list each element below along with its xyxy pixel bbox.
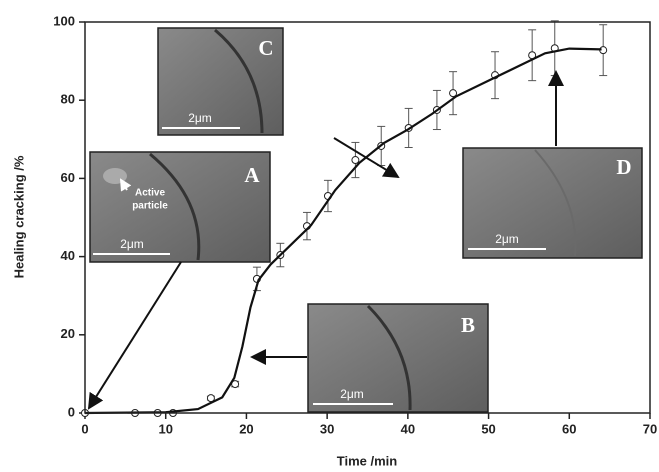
y-tick-label: 80	[61, 92, 75, 107]
x-axis-label: Time /min	[337, 453, 398, 468]
x-tick-label: 0	[81, 421, 88, 436]
inset-note: particle	[132, 201, 168, 212]
y-tick-label: 100	[53, 13, 75, 28]
arrows	[87, 70, 564, 410]
fit-line	[84, 47, 602, 415]
inset-scale: 2μm	[495, 232, 519, 246]
axes-frame	[84, 21, 651, 414]
inset-label: C	[258, 36, 273, 60]
x-tick-label: 40	[401, 421, 415, 436]
x-tick-label: 50	[481, 421, 495, 436]
data-point	[351, 156, 360, 165]
inset-label: D	[616, 155, 631, 179]
inset-b: B 2μm	[307, 303, 489, 413]
x-tick-label: 70	[643, 421, 657, 436]
data-point	[449, 89, 458, 98]
y-tick-label: 20	[61, 326, 75, 341]
x-tick-label: 10	[158, 421, 172, 436]
inset-scale: 2μm	[340, 387, 364, 401]
x-tick-label: 60	[562, 421, 576, 436]
inset-label: B	[461, 313, 475, 337]
inset-d: D 2μm	[462, 147, 643, 259]
inset-a: A Active particle 2μm	[89, 151, 271, 263]
inset-note: Active	[135, 188, 165, 199]
y-tick-label: 0	[68, 404, 75, 419]
inset-scale: 2μm	[188, 111, 212, 125]
inset-scale: 2μm	[120, 237, 144, 251]
y-tick-label: 60	[61, 170, 75, 185]
x-tick-label: 20	[239, 421, 253, 436]
y-axis-label: Healing cracking /%	[11, 155, 26, 278]
plot-area: 0 10 20 30 40 50 60 70 0 20 40 60 80 100	[53, 13, 657, 436]
inset-c: C 2μm	[157, 27, 284, 136]
y-tick-label: 40	[61, 248, 75, 263]
inset-label: A	[244, 163, 260, 187]
x-tick-label: 30	[320, 421, 334, 436]
